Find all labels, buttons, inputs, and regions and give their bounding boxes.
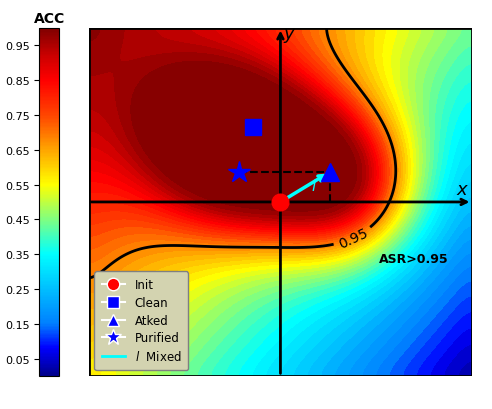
Text: 0.95: 0.95: [336, 226, 370, 251]
Text: $y$: $y$: [283, 27, 297, 45]
Text: ASR>0.95: ASR>0.95: [379, 252, 449, 265]
Title: ACC: ACC: [33, 12, 65, 26]
Text: $x$: $x$: [456, 181, 469, 199]
Legend: Init, Clean, Atked, Purified, $l$  Mixed: Init, Clean, Atked, Purified, $l$ Mixed: [94, 272, 188, 371]
Text: $l$: $l$: [310, 177, 317, 193]
